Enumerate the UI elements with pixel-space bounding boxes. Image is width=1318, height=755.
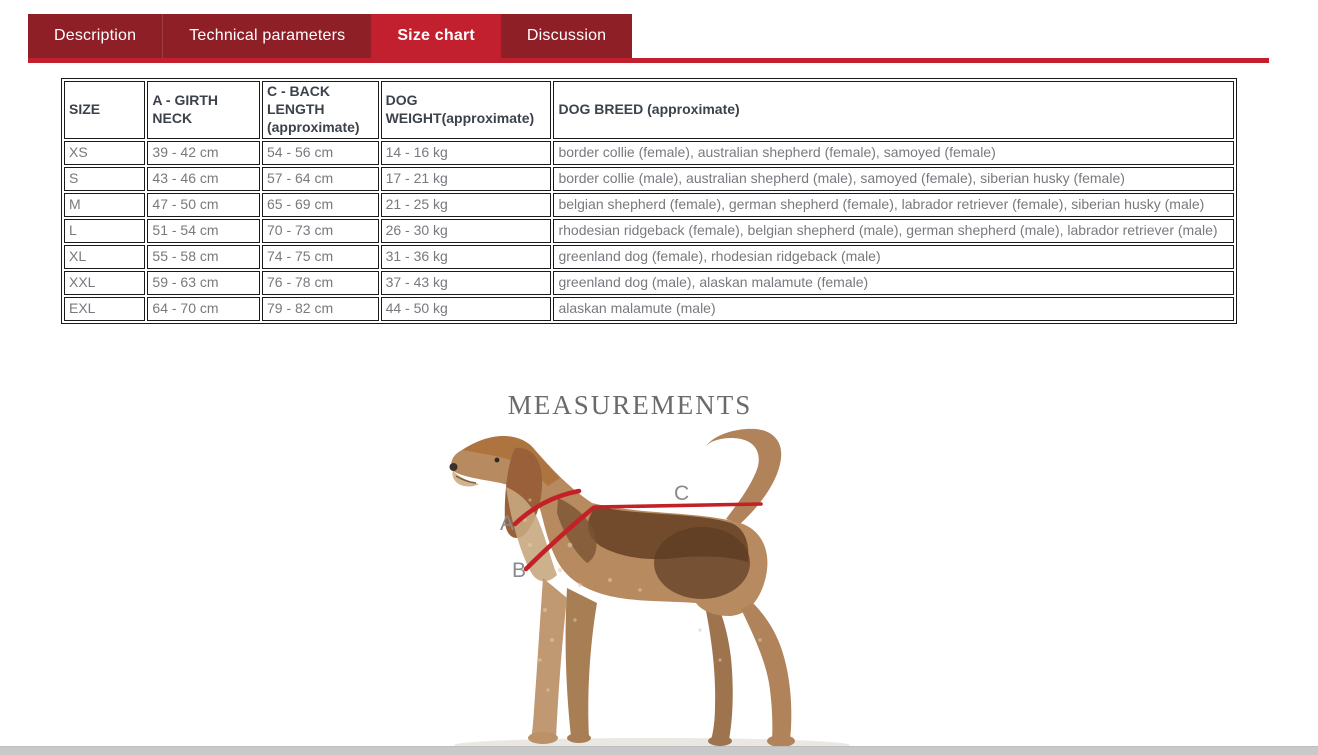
- cell-breeds: greenland dog (male), alaskan malamute (…: [553, 270, 1234, 295]
- cell-weight: 14 - 16 kg: [380, 140, 552, 165]
- table-row: M 47 - 50 cm 65 - 69 cm 21 - 25 kg belgian s…: [64, 192, 1234, 217]
- table-row: EXL 64 - 70 cm 79 - 82 cm 44 - 50 kg alaskan…: [64, 296, 1234, 321]
- measurement-line-c: [592, 502, 763, 509]
- dog-near-rear-paw: [767, 735, 795, 747]
- tab-discussion[interactable]: Discussion: [500, 14, 633, 58]
- cell-size: L: [64, 218, 146, 243]
- dog-chest-light: [506, 487, 557, 582]
- column-header-back-length: C - BACK LENGTH (approximate): [261, 81, 379, 139]
- cell-size: XL: [64, 244, 146, 269]
- cell-weight: 17 - 21 kg: [380, 166, 552, 191]
- cell-breeds: belgian shepherd (female), german shephe…: [553, 192, 1234, 217]
- cell-girth_neck: 47 - 50 cm: [147, 192, 260, 217]
- dog-speckles: [523, 498, 762, 692]
- column-header-dog-breed: DOG BREED (approximate): [553, 81, 1234, 139]
- dog-eye: [494, 457, 500, 463]
- dog-far-rear-paw: [708, 736, 732, 746]
- column-header-size: SIZE: [64, 81, 146, 139]
- measurement-label-b: B: [512, 559, 526, 582]
- tab-underline: [28, 58, 1269, 63]
- cell-breeds: alaskan malamute (male): [553, 296, 1234, 321]
- measurement-label-c: C: [674, 482, 689, 505]
- dog-far-front-leg: [565, 588, 597, 737]
- cell-girth_neck: 51 - 54 cm: [147, 218, 260, 243]
- measurement-label-a: A: [500, 512, 514, 535]
- cell-size: S: [64, 166, 146, 191]
- cell-girth_neck: 59 - 63 cm: [147, 270, 260, 295]
- cell-size: EXL: [64, 296, 146, 321]
- cell-back_length: 54 - 56 cm: [261, 140, 379, 165]
- cell-back_length: 74 - 75 cm: [261, 244, 379, 269]
- cell-girth_neck: 55 - 58 cm: [147, 244, 260, 269]
- cell-girth_neck: 39 - 42 cm: [147, 140, 260, 165]
- dog-shoulder-patch: [557, 498, 597, 563]
- dog-near-rear-leg: [741, 603, 792, 740]
- table-row: XL 55 - 58 cm 74 - 75 cm 31 - 36 kg greenlan…: [64, 244, 1234, 269]
- table-row: XS 39 - 42 cm 54 - 56 cm 14 - 16 kg border c…: [64, 140, 1234, 165]
- dog-measurement-figure: A B C: [449, 428, 850, 752]
- cell-back_length: 76 - 78 cm: [261, 270, 379, 295]
- cell-weight: 26 - 30 kg: [380, 218, 552, 243]
- cell-weight: 37 - 43 kg: [380, 270, 552, 295]
- dog-far-front-paw: [567, 733, 591, 743]
- cell-back_length: 79 - 82 cm: [261, 296, 379, 321]
- tab-bar: Description Technical parameters Size ch…: [28, 14, 633, 58]
- measurement-line-b: [523, 506, 595, 572]
- cell-breeds: greenland dog (female), rhodesian ridgeb…: [553, 244, 1234, 269]
- tab-technical-parameters[interactable]: Technical parameters: [162, 14, 372, 58]
- column-header-girth-neck: A - GIRTH NECK: [147, 81, 260, 139]
- column-header-dog-weight: DOG WEIGHT(approximate): [380, 81, 552, 139]
- size-table-body: XS 39 - 42 cm 54 - 56 cm 14 - 16 kg border c…: [64, 140, 1234, 321]
- measurements-title: MEASUREMENTS: [507, 390, 753, 420]
- cell-girth_neck: 43 - 46 cm: [147, 166, 260, 191]
- dog-hind-patch: [654, 527, 750, 599]
- dog-near-front-leg: [531, 578, 567, 739]
- table-row: L 51 - 54 cm 70 - 73 cm 26 - 30 kg rhodesian…: [64, 218, 1234, 243]
- cell-size: XXL: [64, 270, 146, 295]
- tab-size-chart[interactable]: Size chart: [371, 14, 501, 58]
- cell-breeds: border collie (female), australian sheph…: [553, 140, 1234, 165]
- cell-back_length: 70 - 73 cm: [261, 218, 379, 243]
- cell-size: M: [64, 192, 146, 217]
- cell-back_length: 57 - 64 cm: [261, 166, 379, 191]
- measurement-line-a: [512, 488, 582, 527]
- dog-far-rear-leg: [705, 604, 733, 740]
- dog-nose: [449, 463, 458, 471]
- dog-mouth-line: [455, 475, 477, 484]
- cell-weight: 21 - 25 kg: [380, 192, 552, 217]
- tab-description[interactable]: Description: [28, 14, 163, 58]
- horizontal-scrollbar[interactable]: [0, 746, 1318, 755]
- dog-near-front-paw: [528, 732, 558, 744]
- size-chart-table: SIZE A - GIRTH NECK C - BACK LENGTH (app…: [61, 78, 1237, 324]
- table-row: XXL 59 - 63 cm 76 - 78 cm 37 - 43 kg greenla…: [64, 270, 1234, 295]
- dog-tail: [706, 428, 782, 524]
- cell-size: XS: [64, 140, 146, 165]
- cell-weight: 31 - 36 kg: [380, 244, 552, 269]
- cell-weight: 44 - 50 kg: [380, 296, 552, 321]
- cell-breeds: border collie (male), australian shepher…: [553, 166, 1234, 191]
- cell-back_length: 65 - 69 cm: [261, 192, 379, 217]
- cell-girth_neck: 64 - 70 cm: [147, 296, 260, 321]
- table-header-row: SIZE A - GIRTH NECK C - BACK LENGTH (app…: [64, 81, 1234, 139]
- cell-breeds: rhodesian ridgeback (female), belgian sh…: [553, 218, 1234, 243]
- table-row: S 43 - 46 cm 57 - 64 cm 17 - 21 kg border co…: [64, 166, 1234, 191]
